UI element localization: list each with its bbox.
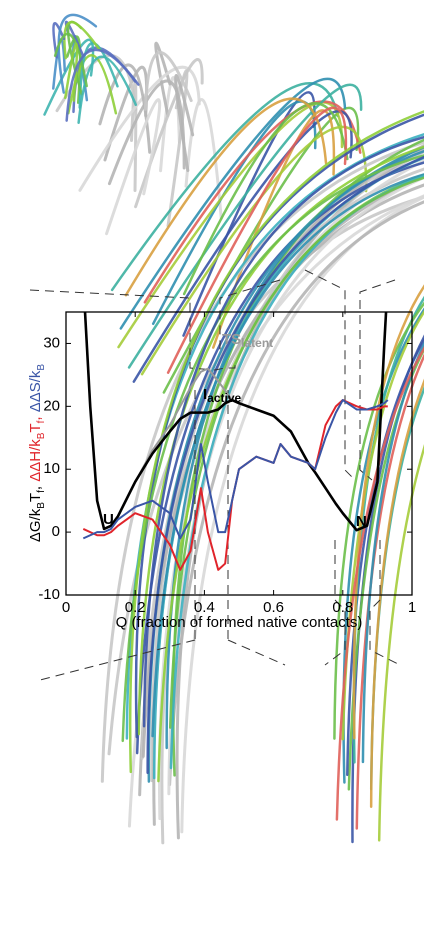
protein-chain	[151, 173, 424, 738]
protein-chain	[169, 174, 424, 770]
protein-chain	[64, 42, 79, 102]
line-series	[82, 399, 389, 540]
protein-chain	[361, 341, 424, 764]
protein-chain	[77, 55, 138, 124]
x-axis-title: Q (fraction of formed native contacts)	[116, 614, 363, 631]
y-tick-label: 0	[52, 523, 60, 540]
annotation: U	[103, 511, 114, 528]
protein-chain	[342, 307, 424, 784]
y-axis-title-part: B	[36, 432, 47, 439]
protein-chain	[175, 147, 424, 840]
annotation-text: U	[103, 511, 114, 528]
x-tick-label: 0.2	[125, 599, 146, 616]
annotation: TSlatent	[222, 331, 273, 350]
protein-chain	[141, 183, 424, 758]
x-tick-label: 0.4	[194, 599, 215, 616]
annotation-sub: active	[207, 391, 241, 405]
protein-chain	[143, 51, 193, 111]
protein-chain	[78, 41, 119, 109]
protein-chain	[168, 200, 424, 787]
protein-chain	[184, 98, 223, 220]
protein-chain	[127, 83, 363, 369]
x-tick-label: 0.8	[332, 599, 353, 616]
protein-chain	[78, 65, 201, 192]
line-series	[83, 312, 388, 532]
y-tick-label: -10	[38, 586, 60, 603]
y-tick-label: 30	[43, 334, 60, 351]
y-axis-title-part: T	[27, 423, 44, 432]
annotation-text: I	[203, 386, 207, 403]
annotation-sub: latent	[241, 336, 273, 350]
protein-chain	[355, 353, 424, 830]
protein-chain	[174, 74, 195, 172]
protein-chain	[121, 154, 424, 743]
protein-chain	[134, 113, 424, 739]
protein-chain	[63, 20, 101, 60]
annotation: Iactive	[203, 386, 242, 405]
protein-chain	[180, 195, 424, 834]
annotation-text: N	[356, 513, 367, 530]
protein-chain	[347, 347, 424, 791]
protein-chain	[333, 301, 424, 740]
y-axis-title: ΔG/kBTf, ΔΔH/kBTf, ΔΔS/kB	[27, 364, 47, 543]
protein-chain	[117, 101, 344, 349]
y-axis-title-part: ΔΔH/k	[27, 439, 44, 482]
y-axis-title-part: f	[36, 420, 47, 423]
protein-chain	[57, 13, 98, 94]
protein-chain	[53, 32, 88, 88]
y-tick-label: 20	[43, 397, 60, 414]
protein-chain	[128, 110, 424, 774]
annotation-text: TS	[222, 331, 241, 348]
y-tick-label: 10	[43, 460, 60, 477]
x-tick-label: 1	[408, 599, 416, 616]
protein-chain	[140, 125, 368, 376]
protein-chain	[146, 155, 424, 775]
protein-chain	[43, 38, 95, 116]
protein-chain	[341, 309, 424, 741]
y-axis-title-part: ,	[27, 412, 44, 420]
protein-chain	[169, 176, 424, 729]
protein-chain	[377, 444, 424, 842]
annotation: N	[356, 513, 367, 530]
protein-chain	[182, 102, 349, 296]
x-tick-label: 0	[62, 599, 70, 616]
protein-chain	[65, 48, 140, 122]
protein-chain	[352, 284, 424, 740]
y-axis-title-part: ,	[27, 482, 44, 490]
y-axis-title-part: B	[36, 364, 47, 371]
y-axis-title-part: ΔΔS/k	[27, 370, 44, 412]
y-axis-title-part: f	[36, 490, 47, 493]
x-tick-label: 0.6	[263, 599, 284, 616]
protein-chain	[105, 98, 162, 236]
protein-chain	[154, 41, 172, 117]
protein-chain	[52, 22, 66, 59]
y-axis-title-part: B	[36, 502, 47, 509]
y-axis-title-part: T	[27, 493, 44, 502]
protein-chain	[166, 106, 348, 374]
protein-chain	[124, 97, 328, 297]
protein-chain	[98, 63, 152, 154]
protein-chain	[119, 77, 347, 330]
plot-frame	[65, 311, 413, 596]
plot-area	[82, 312, 389, 571]
protein-chain	[335, 346, 424, 821]
y-axis-title-part: ΔG/k	[27, 508, 44, 542]
protein-chain	[165, 150, 424, 750]
protein-chain	[346, 337, 424, 777]
protein-chain	[157, 159, 424, 821]
protein-chain	[132, 110, 353, 383]
protein-chain	[140, 167, 424, 760]
protein-structures	[43, 13, 424, 845]
protein-chain	[110, 82, 339, 292]
